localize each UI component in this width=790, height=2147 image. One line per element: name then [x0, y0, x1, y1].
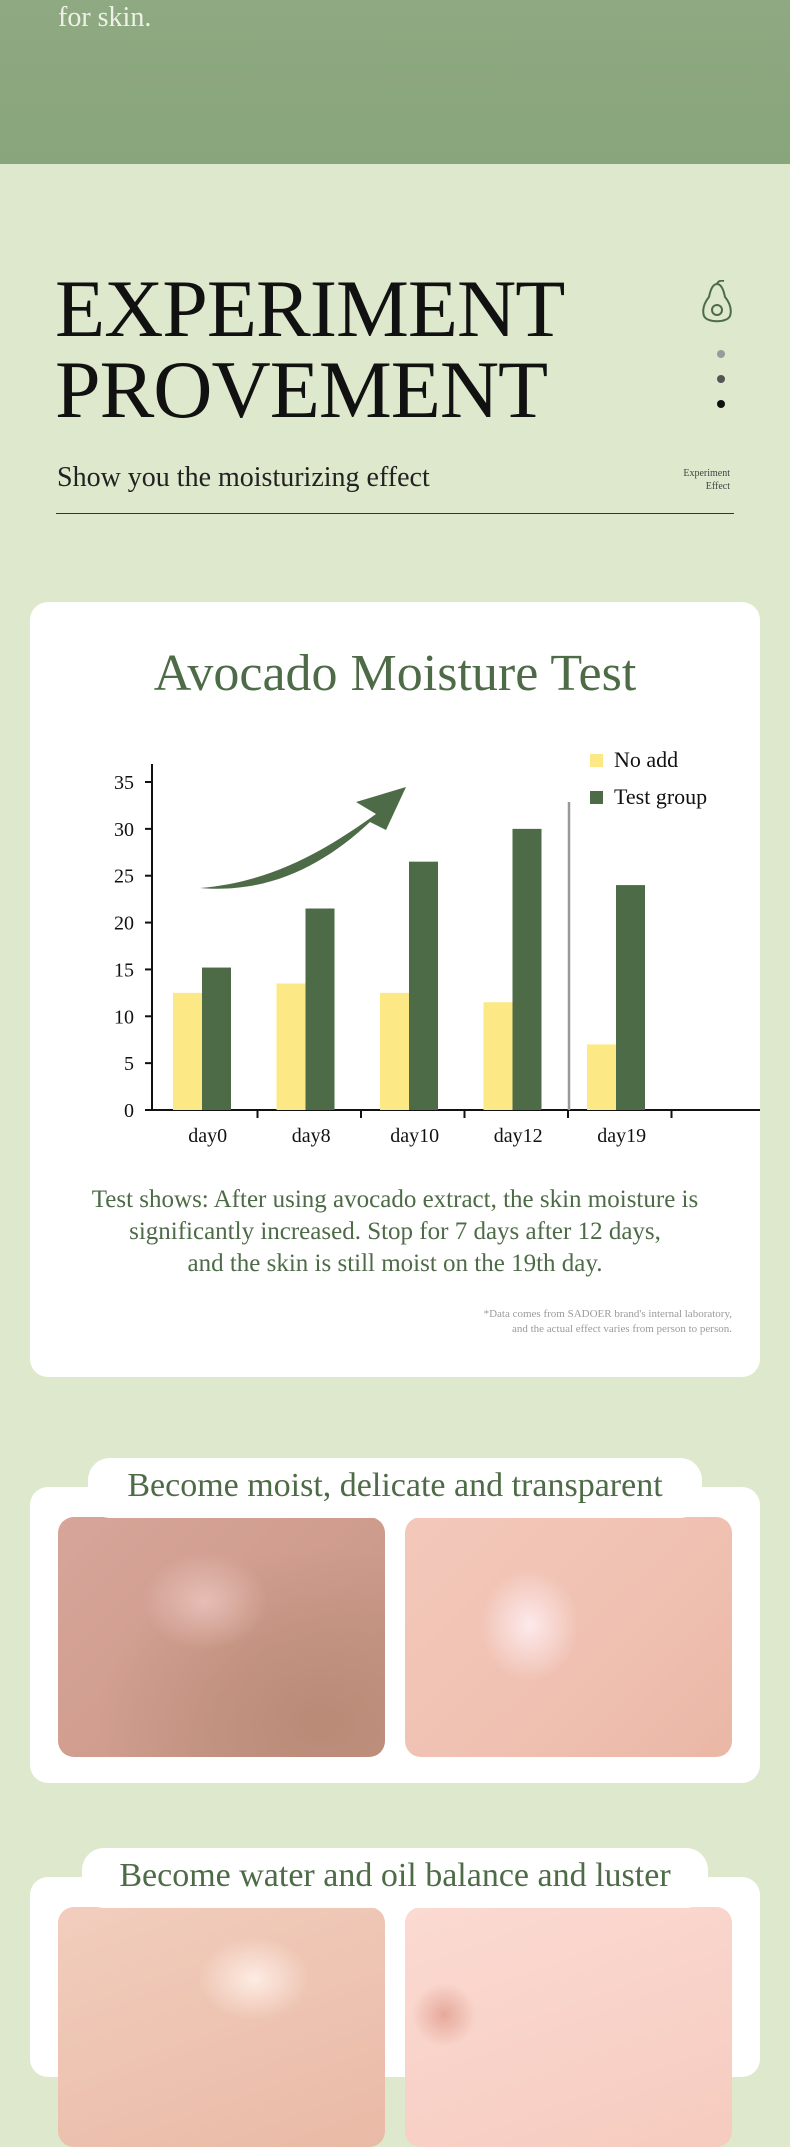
x-tick-label: day10	[390, 1125, 439, 1147]
y-tick-label: 25	[114, 866, 134, 888]
hero-meta-label: Experiment Effect	[683, 467, 730, 493]
y-tick-label: 30	[114, 819, 134, 841]
chart-card: Avocado Moisture Test 0 5 10 15 20 25 30 35 day0…	[30, 602, 760, 1377]
hero-subtitle: Show you the moisturizing effect	[57, 462, 430, 493]
avocado-icon	[702, 280, 732, 323]
indicator-dot[interactable]	[717, 400, 725, 408]
divider	[56, 513, 734, 514]
legend-label: Test group	[614, 784, 707, 809]
note-line-1: *Data comes from SADOER brand's internal…	[483, 1308, 732, 1320]
skin-photo-after	[405, 1907, 732, 2147]
chart-title: Avocado Moisture Test	[153, 645, 637, 702]
x-tick-label: day0	[188, 1125, 227, 1147]
disclaimer-note: *Data comes from SADOER brand's internal…	[484, 1307, 732, 1337]
trend-arrow-icon	[200, 787, 406, 889]
x-tick-label: day12	[494, 1125, 543, 1147]
meta-line-2: Effect	[705, 481, 730, 492]
bar-no-add	[380, 992, 409, 1110]
bar-test-group	[305, 908, 335, 1110]
banner-tagline: for skin.	[58, 2, 152, 33]
y-tick-label: 5	[124, 1053, 134, 1075]
indicator-dot[interactable]	[717, 350, 725, 358]
bar-test-group	[409, 861, 438, 1110]
page-indicator	[717, 350, 725, 425]
top-banner: for skin.	[0, 0, 790, 164]
bar-no-add	[173, 992, 202, 1110]
page-title: EXPERIMENT PROVEMENT	[55, 263, 565, 435]
title-line-2: PROVEMENT	[55, 344, 548, 435]
result-line-2: significantly increased. Stop for 7 days…	[129, 1218, 661, 1245]
photo-card-moist	[30, 1487, 760, 1783]
note-line-2: and the actual effect varies from person…	[511, 1323, 732, 1335]
moisture-bar-chart: 0 5 10 15 20 25 30 35 day0 day8 day10 day12 day19 No …	[114, 747, 760, 1147]
x-tick-label: day8	[292, 1125, 331, 1147]
bar-test-group	[616, 885, 645, 1110]
y-tick-label: 0	[124, 1100, 134, 1122]
y-tick-label: 10	[114, 1006, 134, 1028]
legend-swatch	[590, 754, 603, 767]
x-tick-label: day19	[597, 1125, 646, 1147]
y-tick-label: 35	[114, 772, 134, 794]
title-line-1: EXPERIMENT	[55, 263, 565, 354]
section-title-balance: Become water and oil balance and luster	[82, 1848, 708, 1908]
meta-line-1: Experiment	[683, 468, 730, 479]
bar-test-group	[202, 967, 231, 1110]
result-line-3: and the skin is still moist on the 19th …	[187, 1250, 603, 1277]
bar-no-add	[276, 983, 306, 1110]
indicator-dot[interactable]	[717, 375, 725, 383]
skin-photo-before	[58, 1907, 385, 2147]
bar-no-add	[587, 1044, 616, 1110]
section-title-moist: Become moist, delicate and transparent	[88, 1458, 702, 1518]
result-text: Test shows: After using avocado extract,…	[50, 1184, 740, 1280]
bar-no-add	[483, 1002, 513, 1110]
legend-label: No add	[614, 747, 678, 772]
y-tick-label: 15	[114, 959, 134, 981]
legend-swatch	[590, 791, 603, 804]
y-tick-label: 20	[114, 913, 134, 935]
skin-photo-after	[405, 1517, 732, 1757]
skin-photo-before	[58, 1517, 385, 1757]
result-line-1: Test shows: After using avocado extract,…	[91, 1186, 699, 1213]
bar-test-group	[512, 828, 542, 1110]
